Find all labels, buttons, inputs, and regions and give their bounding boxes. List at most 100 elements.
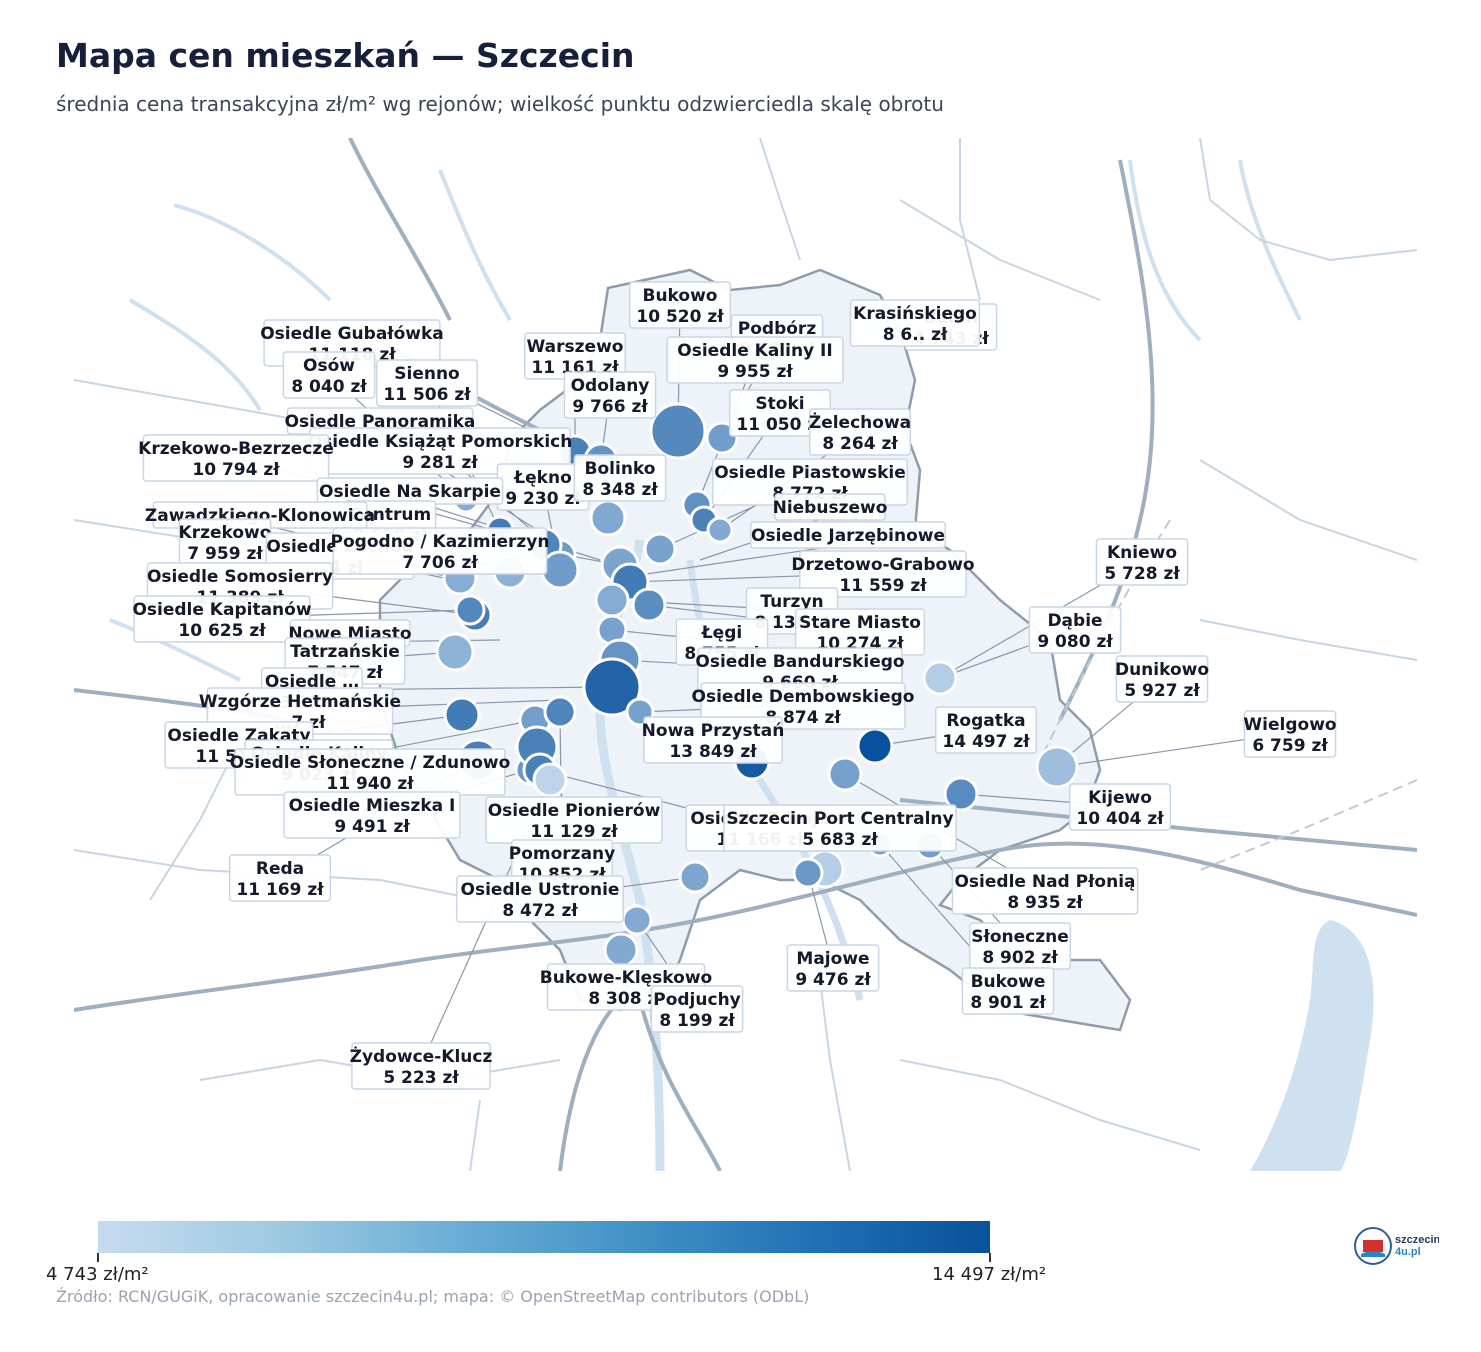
- district-label[interactable]: Osiedle Na Skarpie: [316, 477, 504, 505]
- district-price: 10 520 zł: [636, 307, 724, 327]
- district-name: Osiedle Somosierry: [147, 567, 333, 587]
- district-name: Drzetowo-Grabowo: [791, 555, 974, 575]
- district-name: Łękno: [513, 468, 572, 488]
- source-note: Źródło: RCN/GUGiK, opracowanie szczecin4…: [56, 1287, 810, 1306]
- district-label[interactable]: Osiedle Jarzębinowe: [749, 521, 947, 549]
- district-label[interactable]: Niebuszewo: [773, 493, 888, 521]
- district-bubble[interactable]: [706, 516, 734, 544]
- district-bubble[interactable]: [435, 632, 475, 672]
- district-bubble[interactable]: [643, 532, 677, 566]
- district-price: 10 625 zł: [178, 621, 266, 641]
- district-name: Osiedle Bandurskiego: [695, 652, 904, 672]
- district-name: Osiedle Pionierów: [488, 801, 661, 821]
- district-price: 6 759 zł: [1252, 736, 1328, 756]
- district-bubble[interactable]: [532, 762, 568, 798]
- district-bubble[interactable]: [649, 402, 707, 460]
- district-bubble[interactable]: [827, 756, 863, 792]
- district-name: Osiedle Książąt Pomorskich: [308, 432, 573, 452]
- district-name: Dąbie: [1047, 611, 1102, 631]
- district-price: 9 955 zł: [717, 362, 793, 382]
- district-bubble[interactable]: [582, 657, 642, 717]
- district-label[interactable]: Osiedle Mieszka I9 491 zł: [283, 791, 461, 839]
- district-label-box: [961, 967, 1055, 1015]
- district-bubble[interactable]: [603, 932, 639, 968]
- district-name: Stare Miasto: [799, 613, 921, 633]
- district-name: Bukowo: [643, 286, 718, 306]
- district-bubble[interactable]: [543, 695, 577, 729]
- district-bubble[interactable]: [621, 904, 653, 936]
- district-name: Osiedle Panoramika: [285, 412, 476, 432]
- district-name: Żelechowa: [809, 411, 911, 433]
- district-label-box: [1068, 783, 1172, 831]
- district-label[interactable]: Osiedle Kaliny II9 955 zł: [666, 336, 844, 384]
- district-bubble[interactable]: [589, 499, 627, 537]
- district-name: Nowa Przystań: [642, 721, 785, 741]
- district-name: Dunikowo: [1115, 660, 1209, 680]
- district-price: 5 683 zł: [802, 830, 878, 850]
- district-label-box: [808, 408, 912, 456]
- district-name: Sienno: [394, 364, 460, 384]
- district-bubble[interactable]: [594, 582, 630, 618]
- logo-text-line2: 4u.pl: [1395, 1246, 1421, 1258]
- district-bubble[interactable]: [1035, 745, 1079, 789]
- district-price: 11 506 zł: [383, 385, 471, 405]
- district-label-box: [375, 359, 479, 407]
- district-name: Reda: [256, 859, 304, 879]
- district-bubble[interactable]: [631, 587, 667, 623]
- district-name: Podjuchy: [653, 990, 741, 1010]
- district-price: 5 927 zł: [1124, 681, 1200, 701]
- district-bubble[interactable]: [792, 857, 824, 889]
- district-price: 11 169 zł: [236, 880, 324, 900]
- district-bubble[interactable]: [943, 776, 979, 812]
- district-bubble[interactable]: [856, 727, 894, 765]
- district-bubble[interactable]: [678, 860, 712, 894]
- district-bubble[interactable]: [454, 594, 486, 626]
- district-name: Osiedle Piastowskie: [714, 463, 906, 483]
- district-name: Osiedle Słoneczne / Zdunowo: [230, 753, 511, 773]
- district-price: 11 559 zł: [839, 576, 927, 596]
- district-label-box: [283, 791, 461, 839]
- district-name: Krzekowo-Bezrzecze: [138, 439, 334, 459]
- district-bubble[interactable]: [443, 696, 481, 734]
- district-name: Krzekowo: [179, 523, 272, 543]
- district-bubble[interactable]: [922, 660, 958, 696]
- district-price: 8 874 zł: [765, 708, 841, 728]
- district-name: Osiedle Jarzębinowe: [751, 526, 945, 546]
